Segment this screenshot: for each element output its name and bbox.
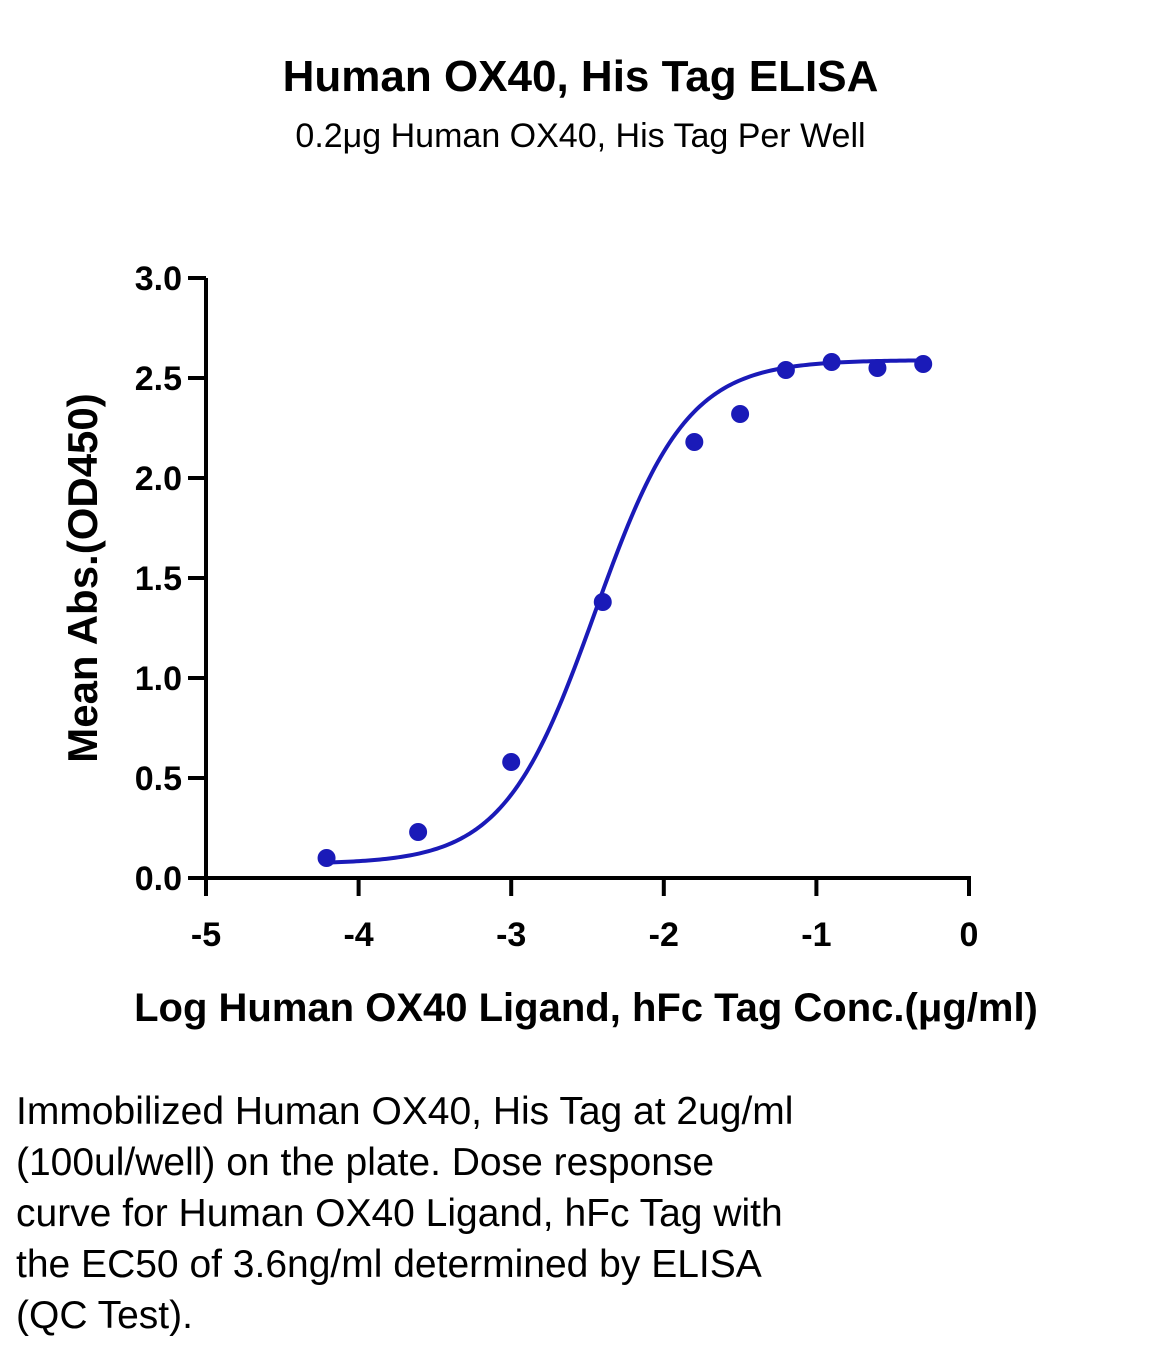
elisa-chart: 0.0 0.5 1.0 1.5 2.0 2.5 3.0 -5 -4 -3 -2 -1 0 Mean Ab…	[59, 260, 1038, 1030]
caption-line: (100ul/well) on the plate. Dose response	[16, 1141, 715, 1184]
x-tick-label: 0	[960, 916, 979, 954]
fit-curve	[326, 358, 924, 865]
caption-line: Immobilized Human OX40, His Tag at 2ug/m…	[16, 1090, 794, 1133]
x-tick-label: -2	[649, 916, 679, 954]
data-point	[409, 823, 428, 841]
data-point	[868, 359, 887, 377]
data-point	[914, 355, 933, 373]
x-tick-label: -3	[496, 916, 526, 954]
caption-line: (QC Test).	[16, 1294, 193, 1337]
caption-line: the EC50 of 3.6ng/ml determined by ELISA	[16, 1243, 762, 1286]
y-axis-label: Mean Abs.(OD450)	[59, 393, 106, 763]
data-point	[502, 753, 521, 771]
y-tick-label: 2.5	[135, 360, 182, 398]
data-points-layer	[317, 353, 933, 867]
chart-title: Human OX40, His Tag ELISA	[282, 52, 879, 101]
x-tick-label: -1	[801, 916, 831, 954]
data-point	[593, 593, 612, 611]
data-point	[317, 849, 336, 867]
x-tick-label: -4	[343, 916, 373, 954]
data-point	[776, 361, 795, 379]
x-tick-label: -5	[191, 916, 221, 954]
data-point	[822, 353, 841, 371]
y-tick-label: 1.5	[135, 560, 182, 598]
caption-line: curve for Human OX40 Ligand, hFc Tag wit…	[16, 1192, 783, 1235]
y-tick-label: 2.0	[135, 460, 182, 498]
fit-curve-layer	[326, 358, 924, 865]
chart-subtitle: 0.2μg Human OX40, His Tag Per Well	[295, 117, 866, 155]
figure-caption: Immobilized Human OX40, His Tag at 2ug/m…	[16, 1086, 1016, 1341]
y-tick-label: 0.0	[135, 860, 182, 898]
y-tick-label: 1.0	[135, 660, 182, 698]
x-axis-label: Log Human OX40 Ligand, hFc Tag Conc.(μg/…	[134, 986, 1038, 1030]
chart-axes: 0.0 0.5 1.0 1.5 2.0 2.5 3.0 -5 -4 -3 -2 -1 0	[135, 260, 979, 954]
data-point	[731, 405, 750, 423]
y-tick-label: 0.5	[135, 760, 182, 798]
data-point	[685, 433, 704, 451]
y-tick-label: 3.0	[135, 260, 182, 298]
